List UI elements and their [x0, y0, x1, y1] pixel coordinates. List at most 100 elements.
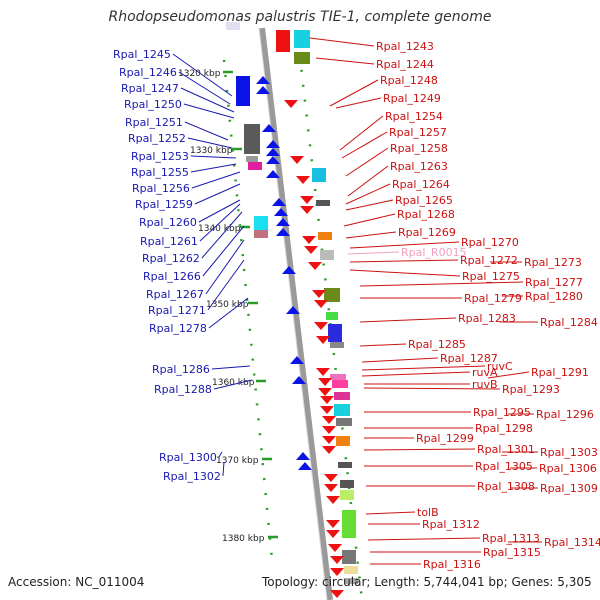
- forward-gene-arrow: [330, 568, 344, 576]
- gene-label-right: Rpal_1273: [524, 256, 582, 269]
- gene-label-right: Rpal_1275: [462, 270, 520, 283]
- tick-label: 1340 kbp: [198, 224, 241, 234]
- gene-label-left: Rpal_1302: [163, 470, 221, 483]
- gene-box: [332, 380, 348, 388]
- forward-gene-arrow: [330, 590, 344, 598]
- gene-features: [226, 22, 358, 598]
- forward-gene-arrow: [320, 396, 334, 404]
- label-connector: [349, 269, 461, 277]
- gene-label-right: Rpal_1314: [544, 536, 600, 549]
- label-connector: [359, 281, 524, 287]
- forward-gene-arrow: [322, 446, 336, 454]
- forward-gene-arrow: [316, 336, 330, 344]
- forward-gene-arrow: [284, 100, 298, 108]
- tick-label: 1380 kbp: [222, 534, 265, 544]
- reverse-gene-arrow: [286, 306, 300, 314]
- reverse-gene-arrow: [296, 452, 310, 460]
- tick-label: 1320 kbp: [178, 69, 221, 79]
- gene-label-left: Rpal_1245: [113, 48, 171, 61]
- gene-label-right: Rpal_1284: [540, 316, 598, 329]
- forward-gene-arrow: [324, 484, 338, 492]
- gene-box: [330, 342, 344, 348]
- gene-label-right: Rpal_1283: [458, 312, 516, 325]
- gene-box: [316, 200, 330, 206]
- forward-gene-arrow: [308, 262, 322, 270]
- gene-label-right: Rpal_1299: [416, 432, 474, 445]
- reverse-gene-arrow: [266, 170, 280, 178]
- gene-box: [318, 232, 332, 240]
- reverse-gene-arrow: [276, 218, 290, 226]
- gene-label-left: Rpal_1253: [131, 150, 189, 163]
- label-connector: [202, 225, 245, 277]
- gene-label-right: Rpal_1280: [525, 290, 583, 303]
- topology-text: Topology: circular; Length: 5,744,041 bp…: [262, 575, 592, 589]
- forward-gene-arrow: [300, 206, 314, 214]
- accession-text: Accession: NC_011004: [8, 575, 145, 589]
- gene-box: [244, 124, 260, 154]
- gene-box: [320, 250, 334, 260]
- label-connector: [487, 371, 530, 379]
- gene-label-right: Rpal_1305: [475, 460, 533, 473]
- label-connector: [367, 537, 481, 541]
- gene-box: [336, 418, 352, 426]
- label-connector: [359, 317, 457, 323]
- label-connector: [347, 165, 389, 197]
- forward-gene-arrow: [316, 368, 330, 376]
- label-connector: [315, 57, 375, 65]
- label-connector: [361, 371, 471, 377]
- label-connector: [345, 199, 394, 211]
- forward-gene-arrow: [296, 176, 310, 184]
- reverse-gene-arrow: [266, 148, 280, 156]
- label-connector: [309, 37, 375, 47]
- label-connector: [183, 103, 235, 119]
- gene-label-left: Rpal_1271: [148, 304, 206, 317]
- gene-label-left: Rpal_1262: [142, 252, 200, 265]
- label-connector: [345, 147, 389, 177]
- gene-box: [226, 22, 240, 30]
- gene-label-right: Rpal_1264: [392, 178, 450, 191]
- gene-label-left: Rpal_1255: [131, 166, 189, 179]
- label-connector: [329, 79, 379, 107]
- forward-gene-arrow: [330, 556, 344, 564]
- gene-label-right: ruvB: [472, 378, 498, 391]
- label-connector: [343, 213, 396, 227]
- tick-label: 1360 kbp: [212, 378, 255, 388]
- gene-label-left: Rpal_1256: [132, 182, 190, 195]
- forward-gene-arrow: [290, 156, 304, 164]
- reverse-gene-arrow: [282, 266, 296, 274]
- reverse-gene-arrow: [266, 156, 280, 164]
- gene-box: [254, 230, 268, 238]
- forward-gene-arrow: [326, 530, 340, 538]
- gene-box: [326, 312, 338, 320]
- label-connector: [178, 71, 231, 105]
- gene-label-left: Rpal_1260: [139, 216, 197, 229]
- label-connector: [365, 511, 416, 515]
- gene-label-right: Rpal_1301: [477, 443, 535, 456]
- label-connector: [363, 448, 476, 451]
- label-connector: [191, 171, 241, 189]
- label-connector: [184, 121, 229, 141]
- gene-label-right: Rpal_1243: [376, 40, 434, 53]
- label-connector: [335, 97, 382, 109]
- gene-box: [334, 404, 350, 416]
- reverse-gene-arrow: [298, 462, 312, 470]
- gene-label-right: Rpal_1270: [461, 236, 519, 249]
- gene-label-left: Rpal_1300: [159, 451, 217, 464]
- label-connector: [359, 343, 407, 347]
- gene-label-right: Rpal_1293: [502, 383, 560, 396]
- label-connector: [361, 365, 486, 371]
- label-connector: [208, 297, 249, 329]
- label-connector: [213, 379, 253, 390]
- gene-box: [294, 52, 310, 64]
- gene-box: [236, 76, 250, 106]
- forward-gene-arrow: [322, 426, 336, 434]
- tick-label: 1350 kbp: [206, 300, 249, 310]
- forward-gene-arrow: [314, 300, 328, 308]
- gene-label-left: Rpal_1246: [119, 66, 177, 79]
- gene-label-right: Rpal_1298: [475, 422, 533, 435]
- scale-ticks: 1320 kbp 1330 kbp 1340 kbp 1350 kbp 1360 kbp…: [178, 69, 278, 544]
- label-connector: [194, 183, 241, 205]
- gene-label-left: Rpal_1288: [154, 383, 212, 396]
- genome-title: Rhodopseudomonas palustris TIE-1, comple…: [108, 9, 492, 25]
